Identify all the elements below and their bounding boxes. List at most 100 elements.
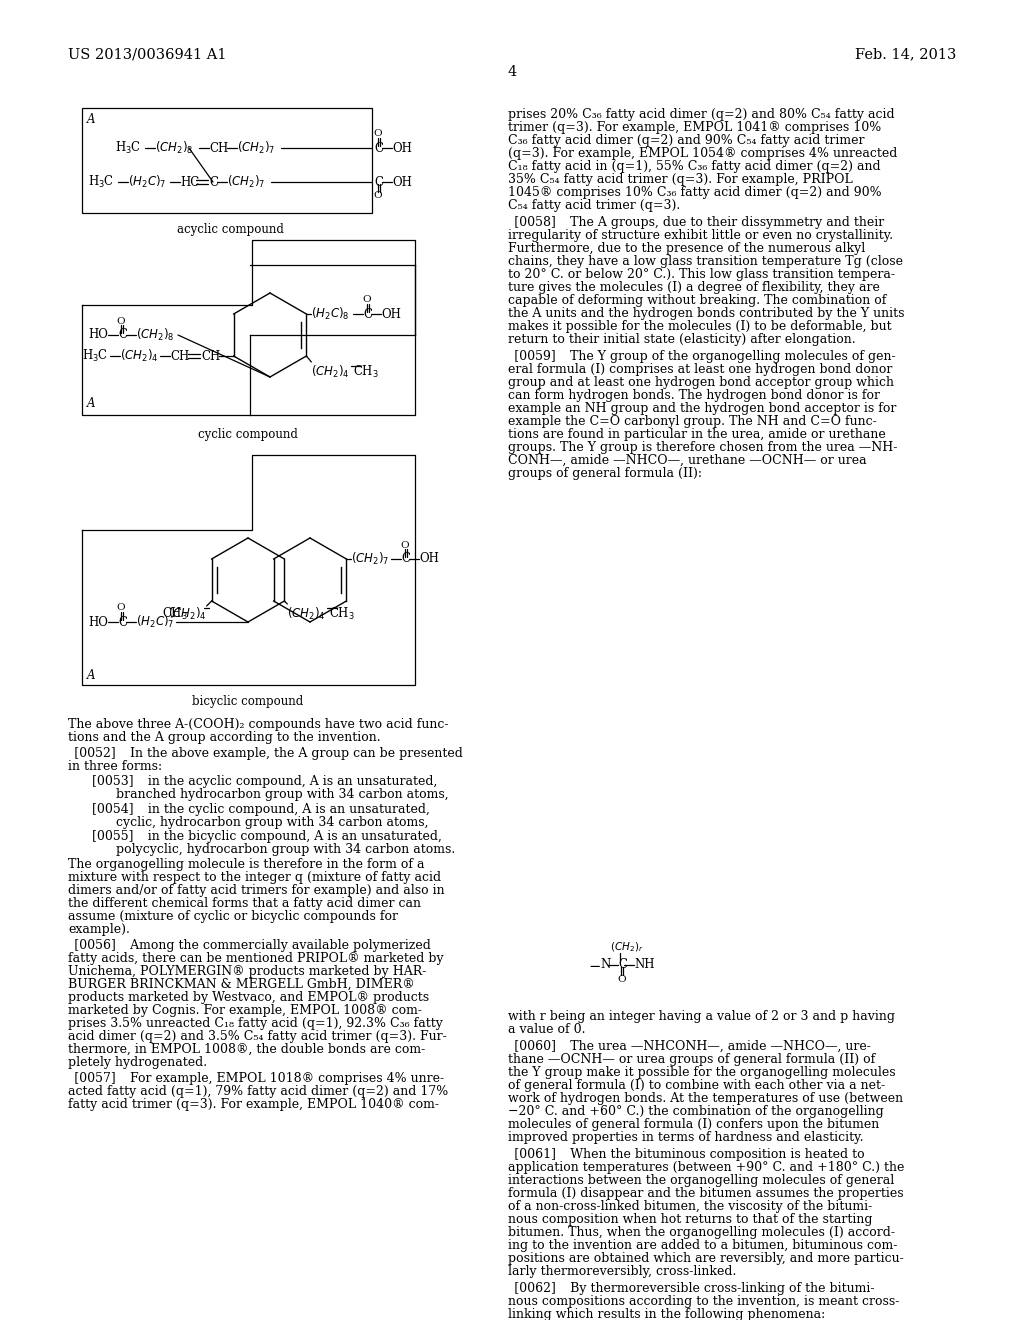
Text: marketed by Cognis. For example, EMPOL 1008® com-: marketed by Cognis. For example, EMPOL 1… bbox=[68, 1005, 422, 1016]
Text: of general formula (I) to combine with each other via a net-: of general formula (I) to combine with e… bbox=[508, 1078, 885, 1092]
Text: H$_3$C: H$_3$C bbox=[115, 140, 141, 156]
Text: $(CH_2)_4$: $(CH_2)_4$ bbox=[120, 348, 159, 364]
Text: A: A bbox=[87, 397, 95, 411]
Text: H$_3$C: H$_3$C bbox=[88, 174, 115, 190]
Text: [0055]   in the bicyclic compound, A is an unsaturated,: [0055] in the bicyclic compound, A is an… bbox=[68, 830, 442, 843]
Text: acyclic compound: acyclic compound bbox=[176, 223, 284, 236]
Text: [0058]   The A groups, due to their dissymmetry and their: [0058] The A groups, due to their dissym… bbox=[508, 216, 885, 228]
Text: capable of deforming without breaking. The combination of: capable of deforming without breaking. T… bbox=[508, 294, 887, 308]
Text: $(H_2C)_7$: $(H_2C)_7$ bbox=[128, 174, 167, 190]
Text: C: C bbox=[374, 141, 383, 154]
Text: C₅₄ fatty acid trimer (q=3).: C₅₄ fatty acid trimer (q=3). bbox=[508, 199, 680, 213]
Text: Furthermore, due to the presence of the numerous alkyl: Furthermore, due to the presence of the … bbox=[508, 242, 865, 255]
Text: makes it possible for the molecules (I) to be deformable, but: makes it possible for the molecules (I) … bbox=[508, 319, 892, 333]
Text: [0061]   When the bituminous composition is heated to: [0061] When the bituminous composition i… bbox=[508, 1148, 864, 1162]
Text: application temperatures (between +90° C. and +180° C.) the: application temperatures (between +90° C… bbox=[508, 1162, 904, 1173]
Text: larly thermoreversibly, cross-linked.: larly thermoreversibly, cross-linked. bbox=[508, 1265, 736, 1278]
Text: $(CH_2)_8$: $(CH_2)_8$ bbox=[136, 327, 174, 343]
Text: nous compositions according to the invention, is meant cross-: nous compositions according to the inven… bbox=[508, 1295, 899, 1308]
Text: $(CH_2)_4$: $(CH_2)_4$ bbox=[288, 606, 326, 622]
Text: [0052]   In the above example, the A group can be presented: [0052] In the above example, the A group… bbox=[68, 747, 463, 760]
Text: thane —OCNH— or urea groups of general formula (II) of: thane —OCNH— or urea groups of general f… bbox=[508, 1053, 876, 1067]
Text: [0053]   in the acyclic compound, A is an unsaturated,: [0053] in the acyclic compound, A is an … bbox=[68, 775, 437, 788]
Text: CH$_3$: CH$_3$ bbox=[353, 364, 379, 380]
Text: C: C bbox=[118, 615, 127, 628]
Text: products marketed by Westvaco, and EMPOL® products: products marketed by Westvaco, and EMPOL… bbox=[68, 991, 429, 1005]
Text: improved properties in terms of hardness and elasticity.: improved properties in terms of hardness… bbox=[508, 1131, 863, 1144]
Text: pletely hydrogenated.: pletely hydrogenated. bbox=[68, 1056, 207, 1069]
Text: The above three A-(COOH)₂ compounds have two acid func-: The above three A-(COOH)₂ compounds have… bbox=[68, 718, 449, 731]
Text: H$_3$C: H$_3$C bbox=[82, 348, 109, 364]
Text: OH: OH bbox=[392, 141, 412, 154]
Text: thermore, in EMPOL 1008®, the double bonds are com-: thermore, in EMPOL 1008®, the double bon… bbox=[68, 1043, 425, 1056]
Text: CONH—, amide —NHCO—, urethane —OCNH— or urea: CONH—, amide —NHCO—, urethane —OCNH— or … bbox=[508, 454, 866, 467]
Text: CH: CH bbox=[209, 141, 228, 154]
Text: $(CH_2)_4$: $(CH_2)_4$ bbox=[168, 606, 207, 622]
Text: O: O bbox=[400, 540, 409, 549]
Text: the A units and the hydrogen bonds contributed by the Y units: the A units and the hydrogen bonds contr… bbox=[508, 308, 904, 319]
Text: in three forms:: in three forms: bbox=[68, 760, 162, 774]
Text: $(CH_2)_7$: $(CH_2)_7$ bbox=[351, 550, 390, 568]
Text: CH: CH bbox=[170, 350, 189, 363]
Text: O: O bbox=[362, 296, 371, 305]
Text: OH: OH bbox=[381, 308, 401, 321]
Text: groups. The Y group is therefore chosen from the urea —NH-: groups. The Y group is therefore chosen … bbox=[508, 441, 897, 454]
Text: molecules of general formula (I) confers upon the bitumen: molecules of general formula (I) confers… bbox=[508, 1118, 880, 1131]
Text: return to their initial state (elasticity) after elongation.: return to their initial state (elasticit… bbox=[508, 333, 856, 346]
Text: CH$_3$: CH$_3$ bbox=[330, 606, 355, 622]
Text: C: C bbox=[118, 329, 127, 342]
Text: [0060]   The urea —NHCONH—, amide —NHCO—, ure-: [0060] The urea —NHCONH—, amide —NHCO—, … bbox=[508, 1040, 870, 1053]
Text: C: C bbox=[209, 176, 218, 189]
Text: cyclic, hydrocarbon group with 34 carbon atoms,: cyclic, hydrocarbon group with 34 carbon… bbox=[68, 816, 428, 829]
Text: $\mathregular{-}$: $\mathregular{-}$ bbox=[588, 958, 601, 972]
Text: chains, they have a low glass transition temperature Tg (close: chains, they have a low glass transition… bbox=[508, 255, 903, 268]
Text: O: O bbox=[617, 974, 626, 983]
Text: dimers and/or of fatty acid trimers for example) and also in: dimers and/or of fatty acid trimers for … bbox=[68, 884, 444, 898]
Text: A: A bbox=[87, 114, 95, 125]
Text: a value of 0.: a value of 0. bbox=[508, 1023, 586, 1036]
Text: (q=3). For example, EMPOL 1054® comprises 4% unreacted: (q=3). For example, EMPOL 1054® comprise… bbox=[508, 147, 897, 160]
Text: example).: example). bbox=[68, 923, 130, 936]
Text: acted fatty acid (q=1), 79% fatty acid dimer (q=2) and 17%: acted fatty acid (q=1), 79% fatty acid d… bbox=[68, 1085, 449, 1098]
Text: US 2013/0036941 A1: US 2013/0036941 A1 bbox=[68, 48, 226, 61]
Text: BURGER BRINCKMAN & MERGELL GmbH, DIMER®: BURGER BRINCKMAN & MERGELL GmbH, DIMER® bbox=[68, 978, 415, 991]
Text: eral formula (I) comprises at least one hydrogen bond donor: eral formula (I) comprises at least one … bbox=[508, 363, 892, 376]
Text: 1045® comprises 10% C₃₆ fatty acid dimer (q=2) and 90%: 1045® comprises 10% C₃₆ fatty acid dimer… bbox=[508, 186, 882, 199]
Text: N: N bbox=[600, 958, 610, 972]
Text: assume (mixture of cyclic or bicyclic compounds for: assume (mixture of cyclic or bicyclic co… bbox=[68, 909, 398, 923]
Text: irregularity of structure exhibit little or even no crystallinity.: irregularity of structure exhibit little… bbox=[508, 228, 893, 242]
Text: OH: OH bbox=[420, 553, 439, 565]
Text: $(H_2C)_7$: $(H_2C)_7$ bbox=[136, 614, 174, 630]
Text: $(CH_2)_7$: $(CH_2)_7$ bbox=[227, 174, 265, 190]
Text: NH: NH bbox=[634, 958, 654, 972]
Text: polycyclic, hydrocarbon group with 34 carbon atoms.: polycyclic, hydrocarbon group with 34 ca… bbox=[68, 843, 456, 855]
Text: of a non-cross-linked bitumen, the viscosity of the bitumi-: of a non-cross-linked bitumen, the visco… bbox=[508, 1200, 872, 1213]
Text: O: O bbox=[373, 129, 382, 139]
Text: bicyclic compound: bicyclic compound bbox=[193, 696, 304, 708]
Text: OH: OH bbox=[392, 176, 412, 189]
Text: positions are obtained which are reversibly, and more particu-: positions are obtained which are reversi… bbox=[508, 1251, 904, 1265]
Text: tions and the A group according to the invention.: tions and the A group according to the i… bbox=[68, 731, 381, 744]
Text: the Y group make it possible for the organogelling molecules: the Y group make it possible for the org… bbox=[508, 1067, 896, 1078]
Text: $(H_2C)_8$: $(H_2C)_8$ bbox=[311, 306, 350, 322]
Text: cyclic compound: cyclic compound bbox=[198, 428, 298, 441]
Text: Feb. 14, 2013: Feb. 14, 2013 bbox=[855, 48, 956, 61]
Text: C₁₈ fatty acid in (q=1), 55% C₃₆ fatty acid dimer (q=2) and: C₁₈ fatty acid in (q=1), 55% C₃₆ fatty a… bbox=[508, 160, 881, 173]
Text: with r being an integer having a value of 2 or 3 and p having: with r being an integer having a value o… bbox=[508, 1010, 895, 1023]
Text: HO: HO bbox=[88, 615, 108, 628]
Text: [0054]   in the cyclic compound, A is an unsaturated,: [0054] in the cyclic compound, A is an u… bbox=[68, 803, 430, 816]
Text: work of hydrogen bonds. At the temperatures of use (between: work of hydrogen bonds. At the temperatu… bbox=[508, 1092, 903, 1105]
Text: the different chemical forms that a fatty acid dimer can: the different chemical forms that a fatt… bbox=[68, 898, 421, 909]
Text: branched hydrocarbon group with 34 carbon atoms,: branched hydrocarbon group with 34 carbo… bbox=[68, 788, 449, 801]
Text: The organogelling molecule is therefore in the form of a: The organogelling molecule is therefore … bbox=[68, 858, 425, 871]
Text: HC: HC bbox=[180, 176, 200, 189]
Text: $(CH_2)_8$: $(CH_2)_8$ bbox=[155, 140, 194, 156]
Text: groups of general formula (II):: groups of general formula (II): bbox=[508, 467, 702, 480]
Text: mixture with respect to the integer q (mixture of fatty acid: mixture with respect to the integer q (m… bbox=[68, 871, 441, 884]
Text: nous composition when hot returns to that of the starting: nous composition when hot returns to tha… bbox=[508, 1213, 872, 1226]
Text: trimer (q=3). For example, EMPOL 1041® comprises 10%: trimer (q=3). For example, EMPOL 1041® c… bbox=[508, 121, 882, 135]
Bar bbox=[82, 108, 372, 213]
Text: 35% C₅₄ fatty acid trimer (q=3). For example, PRIPOL: 35% C₅₄ fatty acid trimer (q=3). For exa… bbox=[508, 173, 853, 186]
Text: tions are found in particular in the urea, amide or urethane: tions are found in particular in the ure… bbox=[508, 428, 886, 441]
Text: Unichema, POLYMERGIN® products marketed by HAR-: Unichema, POLYMERGIN® products marketed … bbox=[68, 965, 426, 978]
